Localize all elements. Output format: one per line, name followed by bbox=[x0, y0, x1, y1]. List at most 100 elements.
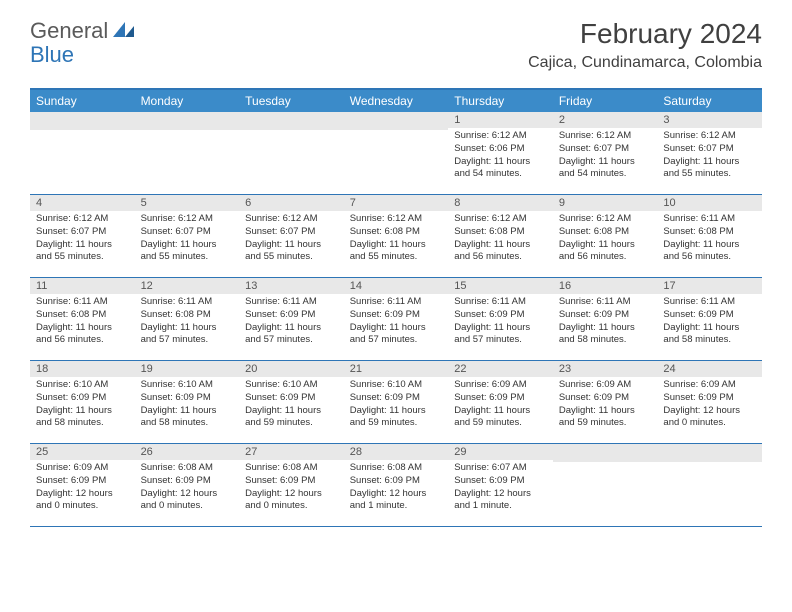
daylight-line: Daylight: 11 hours and 54 minutes. bbox=[454, 156, 547, 182]
day-number: 4 bbox=[30, 195, 135, 211]
sunset-line: Sunset: 6:09 PM bbox=[245, 309, 338, 322]
day-cell bbox=[344, 112, 449, 194]
day-cell: 1Sunrise: 6:12 AMSunset: 6:06 PMDaylight… bbox=[448, 112, 553, 194]
day-info: Sunrise: 6:12 AMSunset: 6:08 PMDaylight:… bbox=[553, 211, 658, 268]
daylight-line: Daylight: 11 hours and 58 minutes. bbox=[141, 405, 234, 431]
day-info: Sunrise: 6:11 AMSunset: 6:09 PMDaylight:… bbox=[239, 294, 344, 351]
sunset-line: Sunset: 6:09 PM bbox=[663, 392, 756, 405]
day-info: Sunrise: 6:11 AMSunset: 6:09 PMDaylight:… bbox=[344, 294, 449, 351]
day-number: 16 bbox=[553, 278, 658, 294]
day-cell: 22Sunrise: 6:09 AMSunset: 6:09 PMDayligh… bbox=[448, 361, 553, 443]
day-number: 23 bbox=[553, 361, 658, 377]
day-number: 19 bbox=[135, 361, 240, 377]
day-cell: 20Sunrise: 6:10 AMSunset: 6:09 PMDayligh… bbox=[239, 361, 344, 443]
empty-day-number bbox=[135, 112, 240, 130]
sunrise-line: Sunrise: 6:08 AM bbox=[141, 462, 234, 475]
sunrise-line: Sunrise: 6:09 AM bbox=[663, 379, 756, 392]
daylight-line: Daylight: 11 hours and 59 minutes. bbox=[350, 405, 443, 431]
sunset-line: Sunset: 6:09 PM bbox=[454, 475, 547, 488]
day-info: Sunrise: 6:10 AMSunset: 6:09 PMDaylight:… bbox=[344, 377, 449, 434]
week-row: 18Sunrise: 6:10 AMSunset: 6:09 PMDayligh… bbox=[30, 361, 762, 444]
day-header-cell: Tuesday bbox=[239, 90, 344, 112]
sunrise-line: Sunrise: 6:10 AM bbox=[245, 379, 338, 392]
week-row: 11Sunrise: 6:11 AMSunset: 6:08 PMDayligh… bbox=[30, 278, 762, 361]
daylight-line: Daylight: 11 hours and 55 minutes. bbox=[245, 239, 338, 265]
daylight-line: Daylight: 11 hours and 59 minutes. bbox=[559, 405, 652, 431]
empty-day-number bbox=[239, 112, 344, 130]
day-cell: 25Sunrise: 6:09 AMSunset: 6:09 PMDayligh… bbox=[30, 444, 135, 526]
day-cell: 7Sunrise: 6:12 AMSunset: 6:08 PMDaylight… bbox=[344, 195, 449, 277]
day-number: 1 bbox=[448, 112, 553, 128]
daylight-line: Daylight: 11 hours and 56 minutes. bbox=[36, 322, 129, 348]
logo-text-general: General bbox=[30, 18, 108, 44]
day-cell: 14Sunrise: 6:11 AMSunset: 6:09 PMDayligh… bbox=[344, 278, 449, 360]
sunset-line: Sunset: 6:09 PM bbox=[350, 475, 443, 488]
day-number: 27 bbox=[239, 444, 344, 460]
day-number: 20 bbox=[239, 361, 344, 377]
day-cell: 29Sunrise: 6:07 AMSunset: 6:09 PMDayligh… bbox=[448, 444, 553, 526]
day-header-cell: Wednesday bbox=[344, 90, 449, 112]
day-number: 24 bbox=[657, 361, 762, 377]
day-cell: 6Sunrise: 6:12 AMSunset: 6:07 PMDaylight… bbox=[239, 195, 344, 277]
sunset-line: Sunset: 6:09 PM bbox=[350, 392, 443, 405]
day-info: Sunrise: 6:07 AMSunset: 6:09 PMDaylight:… bbox=[448, 460, 553, 517]
day-info: Sunrise: 6:09 AMSunset: 6:09 PMDaylight:… bbox=[30, 460, 135, 517]
day-header-cell: Sunday bbox=[30, 90, 135, 112]
daylight-line: Daylight: 12 hours and 1 minute. bbox=[454, 488, 547, 514]
day-info: Sunrise: 6:11 AMSunset: 6:09 PMDaylight:… bbox=[448, 294, 553, 351]
day-header-cell: Saturday bbox=[657, 90, 762, 112]
day-cell bbox=[30, 112, 135, 194]
day-number: 18 bbox=[30, 361, 135, 377]
sunrise-line: Sunrise: 6:12 AM bbox=[559, 130, 652, 143]
day-number: 17 bbox=[657, 278, 762, 294]
day-number: 25 bbox=[30, 444, 135, 460]
sunset-line: Sunset: 6:07 PM bbox=[245, 226, 338, 239]
sunset-line: Sunset: 6:06 PM bbox=[454, 143, 547, 156]
sunset-line: Sunset: 6:09 PM bbox=[141, 475, 234, 488]
day-cell bbox=[657, 444, 762, 526]
day-info: Sunrise: 6:10 AMSunset: 6:09 PMDaylight:… bbox=[30, 377, 135, 434]
day-number: 14 bbox=[344, 278, 449, 294]
sunrise-line: Sunrise: 6:08 AM bbox=[350, 462, 443, 475]
sunrise-line: Sunrise: 6:11 AM bbox=[245, 296, 338, 309]
daylight-line: Daylight: 11 hours and 58 minutes. bbox=[559, 322, 652, 348]
day-cell: 11Sunrise: 6:11 AMSunset: 6:08 PMDayligh… bbox=[30, 278, 135, 360]
day-cell: 3Sunrise: 6:12 AMSunset: 6:07 PMDaylight… bbox=[657, 112, 762, 194]
day-cell: 19Sunrise: 6:10 AMSunset: 6:09 PMDayligh… bbox=[135, 361, 240, 443]
day-number: 13 bbox=[239, 278, 344, 294]
sunrise-line: Sunrise: 6:12 AM bbox=[141, 213, 234, 226]
empty-day-number bbox=[30, 112, 135, 130]
day-cell: 9Sunrise: 6:12 AMSunset: 6:08 PMDaylight… bbox=[553, 195, 658, 277]
day-cell: 2Sunrise: 6:12 AMSunset: 6:07 PMDaylight… bbox=[553, 112, 658, 194]
sunset-line: Sunset: 6:09 PM bbox=[454, 392, 547, 405]
sunrise-line: Sunrise: 6:11 AM bbox=[663, 213, 756, 226]
day-number: 26 bbox=[135, 444, 240, 460]
empty-day-number bbox=[657, 444, 762, 462]
sunrise-line: Sunrise: 6:09 AM bbox=[36, 462, 129, 475]
sunset-line: Sunset: 6:07 PM bbox=[141, 226, 234, 239]
day-info: Sunrise: 6:09 AMSunset: 6:09 PMDaylight:… bbox=[553, 377, 658, 434]
day-cell bbox=[553, 444, 658, 526]
week-row: 1 Sunrise: 6:12 AM Sunset: 6:06 PMDaylight… bbox=[30, 112, 762, 195]
sunrise-line: Sunrise: 6:11 AM bbox=[663, 296, 756, 309]
day-info: Sunrise: 6:12 AMSunset: 6:07 PMDaylight:… bbox=[30, 211, 135, 268]
day-number: 22 bbox=[448, 361, 553, 377]
sunrise-line: Sunrise: 6:11 AM bbox=[350, 296, 443, 309]
day-cell: 24Sunrise: 6:09 AMSunset: 6:09 PMDayligh… bbox=[657, 361, 762, 443]
sunrise-line: Sunrise: 6:09 AM bbox=[559, 379, 652, 392]
day-info: Sunrise: 6:11 AMSunset: 6:09 PMDaylight:… bbox=[657, 294, 762, 351]
day-cell: 27Sunrise: 6:08 AMSunset: 6:09 PMDayligh… bbox=[239, 444, 344, 526]
daylight-line: Daylight: 11 hours and 58 minutes. bbox=[36, 405, 129, 431]
week-row: 4Sunrise: 6:12 AMSunset: 6:07 PMDaylight… bbox=[30, 195, 762, 278]
day-info: Sunrise: 6:11 AMSunset: 6:09 PMDaylight:… bbox=[553, 294, 658, 351]
sunset-line: Sunset: 6:09 PM bbox=[245, 475, 338, 488]
sunrise-line: Sunrise: 6:10 AM bbox=[350, 379, 443, 392]
sunset-line: Sunset: 6:08 PM bbox=[36, 309, 129, 322]
daylight-line: Daylight: 12 hours and 0 minutes. bbox=[36, 488, 129, 514]
sunset-line: Sunset: 6:09 PM bbox=[141, 392, 234, 405]
day-info: Sunrise: 6:12 AMSunset: 6:08 PMDaylight:… bbox=[344, 211, 449, 268]
day-cell: 18Sunrise: 6:10 AMSunset: 6:09 PMDayligh… bbox=[30, 361, 135, 443]
day-number: 5 bbox=[135, 195, 240, 211]
day-cell: 13Sunrise: 6:11 AMSunset: 6:09 PMDayligh… bbox=[239, 278, 344, 360]
day-info: Sunrise: 6:12 AMSunset: 6:07 PMDaylight:… bbox=[239, 211, 344, 268]
